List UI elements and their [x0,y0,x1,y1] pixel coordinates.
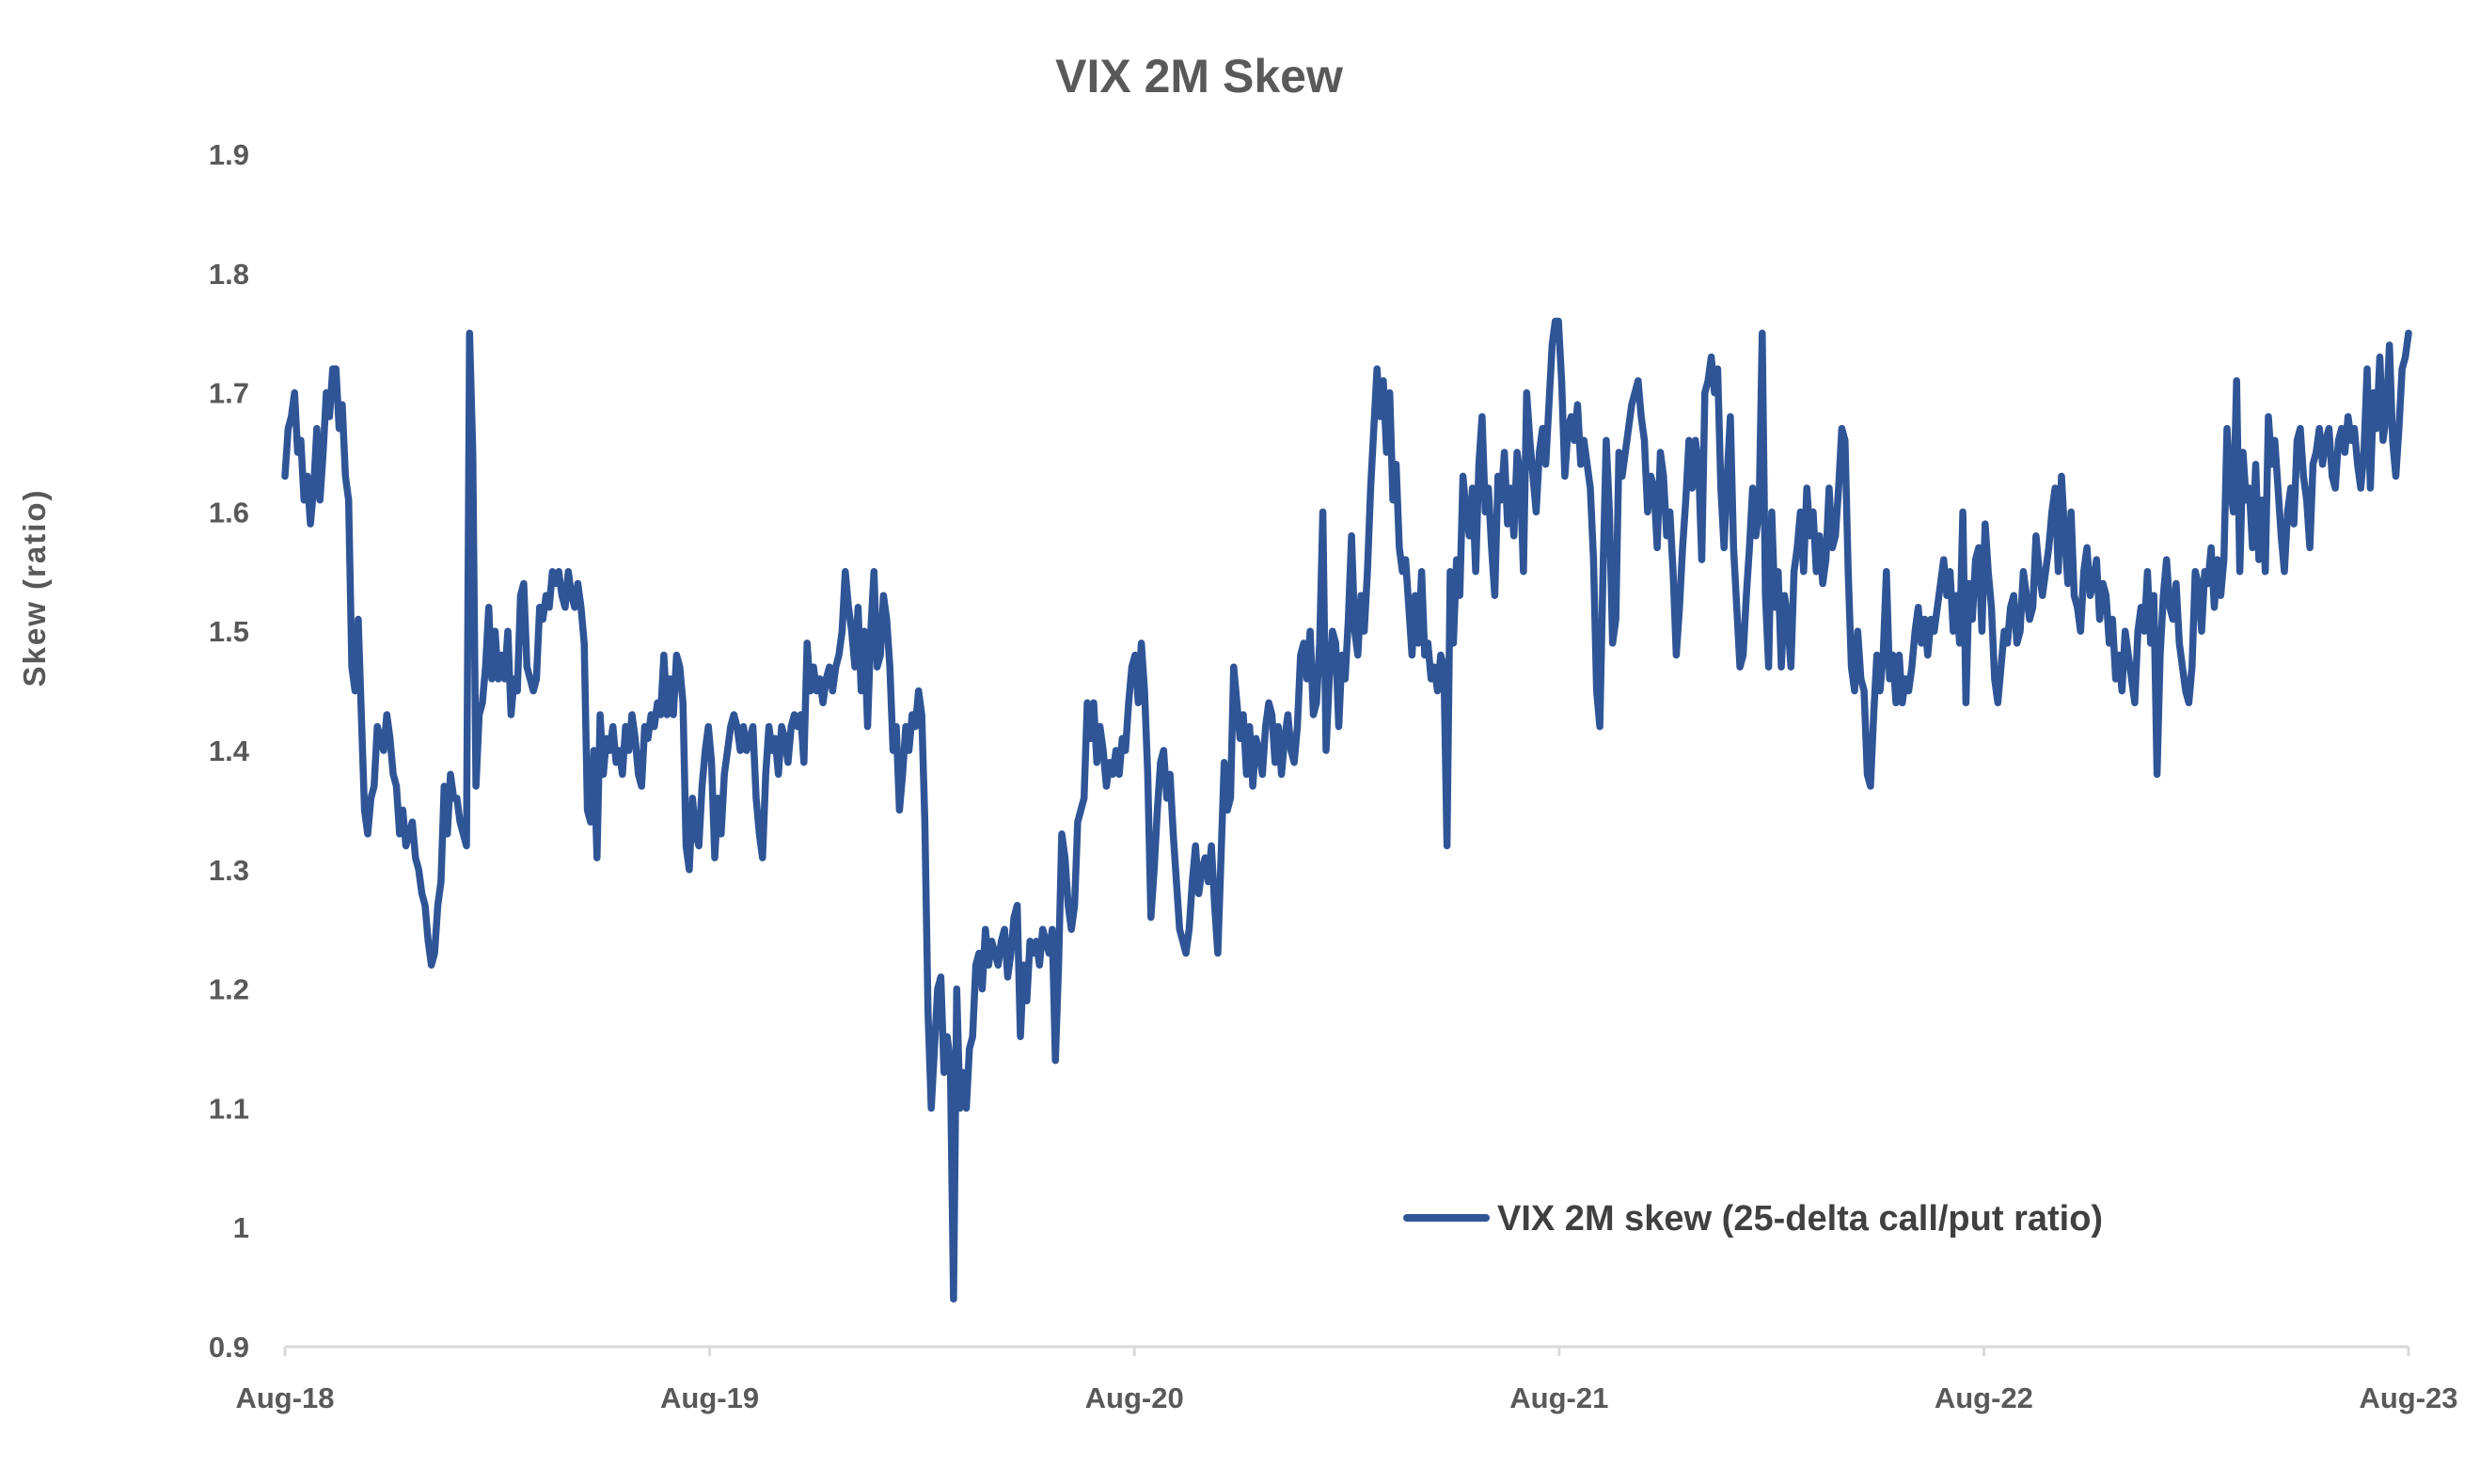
chart-title: VIX 2M Skew [1055,50,1343,103]
series-layer [281,317,2412,1303]
y-tick-label: 1.4 [209,734,250,767]
y-axis-label: Skew (ratio) [17,488,52,687]
x-tick-label: Aug-20 [1085,1381,1184,1414]
y-tick-label: 0.9 [209,1331,249,1364]
y-tick-label: 1.3 [209,854,249,887]
x-tick-label: Aug-19 [660,1381,759,1414]
series-line-vix-2m-skew [281,317,2412,1303]
x-tick-label: Aug-21 [1509,1381,1608,1414]
x-axis: Aug-18 Aug-19 Aug-20 Aug-21 Aug-22 Aug-23 [235,1345,2458,1414]
y-axis-ticks: 0.9 1 1.1 1.2 1.3 1.4 1.5 1.6 1.7 1.8 1.9 [209,138,250,1364]
y-tick-label: 1.7 [209,377,249,410]
x-tick-label: Aug-18 [235,1381,334,1414]
y-tick-label: 1 [233,1211,249,1244]
y-tick-label: 1.9 [209,138,249,171]
x-tick-label: Aug-23 [2359,1381,2457,1414]
legend: VIX 2M skew (25-delta call/put ratio) [1403,1199,2103,1239]
legend-label: VIX 2M skew (25-delta call/put ratio) [1497,1199,2103,1239]
y-tick-label: 1.8 [209,258,249,291]
y-tick-label: 1.2 [209,973,249,1006]
y-tick-label: 1.6 [209,496,249,529]
y-tick-label: 1.1 [209,1092,249,1125]
y-tick-label: 1.5 [209,615,249,648]
x-tick-label: Aug-22 [1935,1381,2033,1414]
